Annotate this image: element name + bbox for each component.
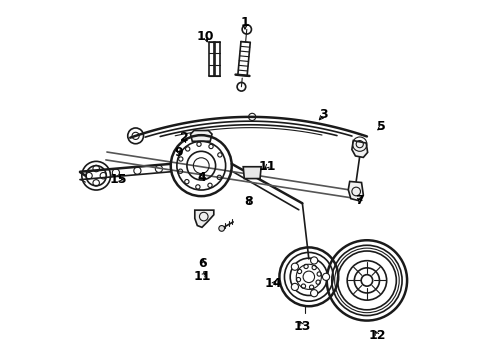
Text: 11: 11 xyxy=(193,270,211,283)
Polygon shape xyxy=(348,181,364,201)
Text: 3: 3 xyxy=(319,108,328,121)
Circle shape xyxy=(322,273,330,280)
Text: 13: 13 xyxy=(294,320,311,333)
Polygon shape xyxy=(195,210,214,227)
Text: 14: 14 xyxy=(265,278,282,291)
Text: 12: 12 xyxy=(369,329,387,342)
Text: 4: 4 xyxy=(197,171,206,184)
Circle shape xyxy=(311,257,318,264)
Polygon shape xyxy=(191,131,212,141)
Circle shape xyxy=(219,226,224,231)
Text: 9: 9 xyxy=(174,145,183,158)
Text: 8: 8 xyxy=(245,195,253,208)
Text: 11: 11 xyxy=(259,160,276,173)
Text: 2: 2 xyxy=(180,131,189,144)
Circle shape xyxy=(292,283,298,291)
Polygon shape xyxy=(352,140,368,157)
Text: 6: 6 xyxy=(198,257,207,270)
Text: 7: 7 xyxy=(355,194,364,207)
Text: 15: 15 xyxy=(110,173,127,186)
Text: 5: 5 xyxy=(377,121,386,134)
Circle shape xyxy=(311,289,318,297)
Polygon shape xyxy=(243,167,261,179)
Text: 1: 1 xyxy=(241,17,249,30)
Text: 10: 10 xyxy=(197,30,214,43)
Circle shape xyxy=(292,263,298,270)
